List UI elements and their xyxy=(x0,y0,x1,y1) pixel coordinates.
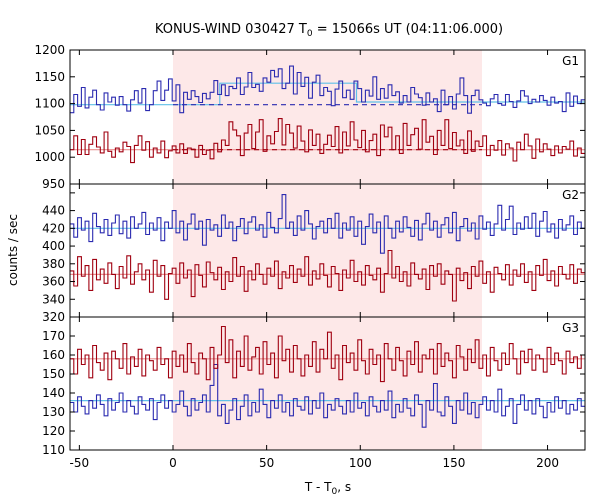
y-tick-label: 380 xyxy=(42,257,65,271)
panel-frame-g3 xyxy=(69,316,586,451)
y-tick-label: 160 xyxy=(42,348,65,362)
y-tick-label: 1050 xyxy=(34,123,65,137)
y-tick-label: 1150 xyxy=(34,70,65,84)
plot-area: 95010001050110011501200G1320340360380400… xyxy=(34,43,586,470)
highlight-interval xyxy=(173,50,482,450)
x-tick-label: 150 xyxy=(442,456,465,470)
y-axis-label: counts / sec xyxy=(6,214,20,286)
x-tick-label: -50 xyxy=(70,456,90,470)
x-axis-label: T - T0, s xyxy=(304,480,351,497)
panel-label-g3: G3 xyxy=(562,321,579,335)
x-tick-label: 100 xyxy=(349,456,372,470)
chart-title: KONUS-WIND 030427 T0 = 15066s UT (04:11:… xyxy=(155,22,503,39)
series-g2-red xyxy=(70,249,585,302)
y-tick-label: 400 xyxy=(42,239,65,253)
y-tick-label: 440 xyxy=(42,204,65,218)
panel-g3: 110 120 130 140 150 160 170 G3 xyxy=(42,316,586,457)
y-tick-label: 360 xyxy=(42,275,65,289)
y-tick-label: 1200 xyxy=(34,43,65,57)
series-g3-red xyxy=(70,325,585,383)
y-tick-label: 150 xyxy=(42,367,65,381)
panel-g1: 950 1000 1050 1100 1150 1200 G1 xyxy=(34,43,586,191)
y-tick-label: 130 xyxy=(42,405,65,419)
y-tick-label: 1000 xyxy=(34,150,65,164)
y-tick-label: 950 xyxy=(42,177,65,191)
y-tick-label: 170 xyxy=(42,329,65,343)
panel-label-g2: G2 xyxy=(562,188,579,202)
y-tick-label: 320 xyxy=(42,310,65,324)
x-tick-label: 0 xyxy=(169,456,177,470)
y-tick-label: 1100 xyxy=(34,97,65,111)
y-tick-label: 420 xyxy=(42,221,65,235)
x-tick-label: 50 xyxy=(259,456,274,470)
series-g2-blue xyxy=(70,194,585,254)
panel-label-g1: G1 xyxy=(562,54,579,68)
x-tick-label: 200 xyxy=(536,456,559,470)
series-g1-blue xyxy=(70,65,585,114)
y-tick-label: 110 xyxy=(42,443,65,457)
series-g1-red xyxy=(70,118,585,164)
y-tick-label: 140 xyxy=(42,386,65,400)
y-tick-label: 120 xyxy=(42,424,65,438)
series-g3-blue xyxy=(70,363,585,428)
y-tick-label: 340 xyxy=(42,292,65,306)
